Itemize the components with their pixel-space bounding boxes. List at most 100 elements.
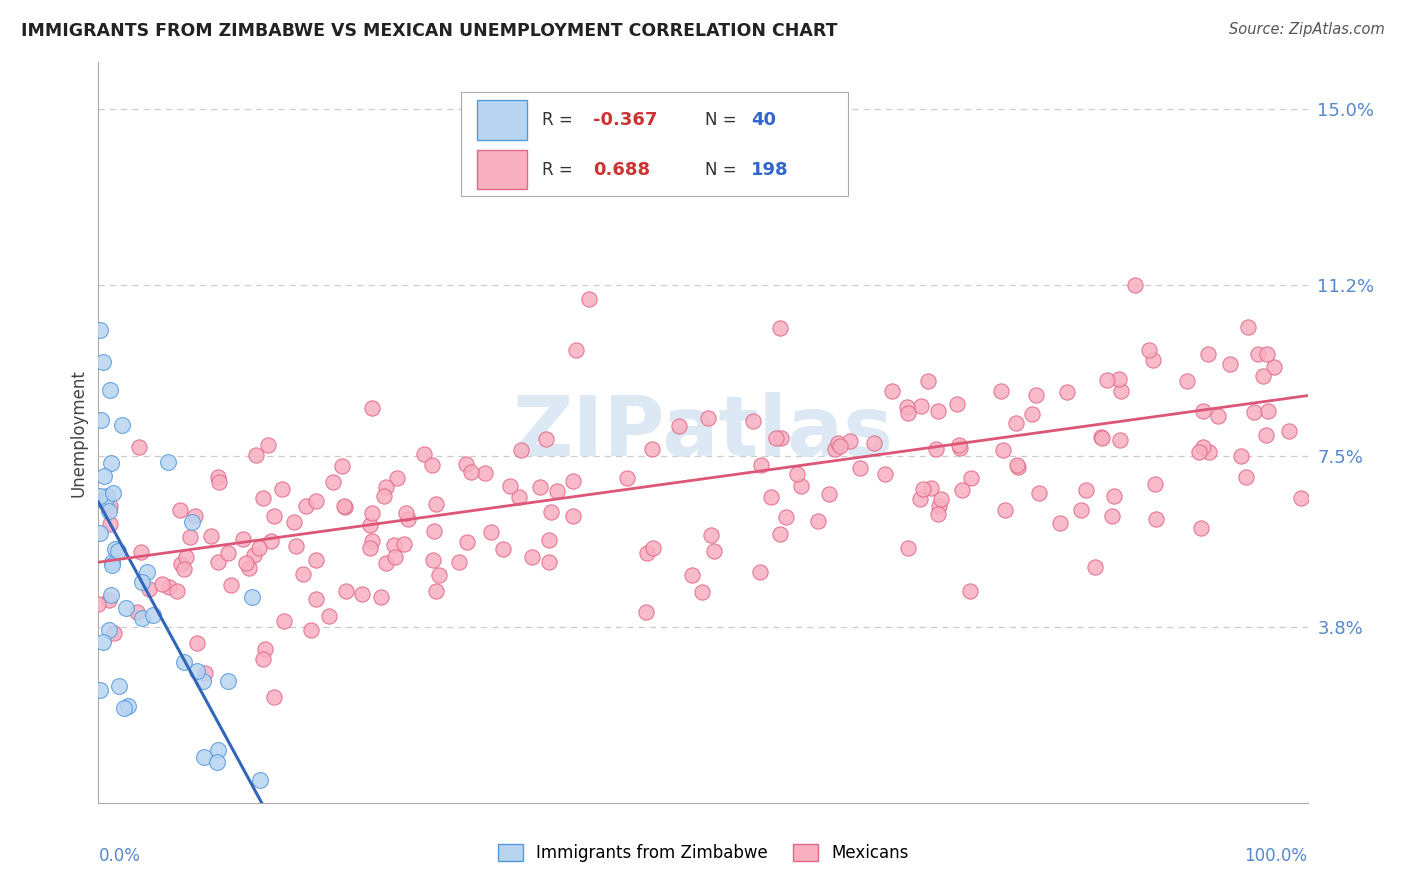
- Point: [394, 537, 416, 551]
- Point: [949, 442, 972, 456]
- Point: [91, 634, 114, 648]
- Point: [959, 584, 981, 599]
- Point: [538, 533, 561, 547]
- Point: [89, 323, 111, 337]
- Point: [508, 490, 530, 504]
- Point: [169, 502, 191, 516]
- Point: [117, 698, 139, 713]
- Point: [925, 442, 948, 456]
- Point: [249, 772, 271, 787]
- Point: [1109, 384, 1132, 398]
- Point: [991, 442, 1014, 457]
- Point: [578, 293, 600, 307]
- Point: [205, 755, 228, 769]
- Point: [882, 384, 904, 399]
- Point: [1263, 359, 1285, 374]
- Point: [243, 548, 266, 562]
- Point: [491, 542, 513, 557]
- Point: [927, 507, 949, 521]
- Point: [374, 480, 396, 494]
- Point: [1191, 440, 1213, 454]
- Point: [1090, 430, 1112, 444]
- Point: [420, 458, 443, 473]
- Point: [911, 482, 934, 496]
- Point: [1090, 430, 1112, 444]
- Point: [950, 483, 973, 497]
- Point: [173, 562, 195, 576]
- Point: [1108, 433, 1130, 447]
- Point: [1175, 374, 1198, 388]
- Point: [232, 533, 254, 547]
- Point: [668, 418, 690, 433]
- Point: [111, 418, 134, 433]
- Point: [769, 431, 792, 445]
- Point: [474, 467, 496, 481]
- Point: [830, 439, 852, 453]
- Point: [260, 534, 283, 549]
- Point: [703, 544, 725, 558]
- Point: [374, 556, 396, 570]
- Point: [271, 482, 294, 496]
- Point: [454, 457, 477, 471]
- Point: [207, 743, 229, 757]
- Point: [422, 553, 444, 567]
- Point: [370, 591, 392, 605]
- Point: [1084, 560, 1107, 574]
- Point: [917, 374, 939, 388]
- Point: [361, 506, 384, 520]
- Point: [97, 624, 120, 638]
- Point: [807, 514, 830, 528]
- Point: [98, 383, 121, 397]
- Point: [561, 475, 583, 489]
- Point: [263, 508, 285, 523]
- Text: 100.0%: 100.0%: [1244, 847, 1308, 865]
- Point: [305, 592, 328, 607]
- Point: [824, 442, 846, 456]
- Point: [697, 411, 720, 425]
- Point: [1289, 491, 1312, 505]
- Point: [333, 500, 356, 515]
- Point: [305, 494, 328, 508]
- Point: [93, 494, 115, 508]
- Point: [129, 545, 152, 559]
- Point: [1247, 347, 1270, 361]
- Point: [283, 515, 305, 529]
- Point: [1234, 470, 1257, 484]
- Point: [827, 436, 849, 450]
- Point: [138, 582, 160, 597]
- Point: [425, 497, 447, 511]
- Point: [157, 580, 180, 594]
- Point: [238, 561, 260, 575]
- Point: [247, 541, 270, 556]
- Point: [101, 555, 124, 569]
- Point: [125, 605, 148, 619]
- Point: [207, 555, 229, 569]
- Point: [176, 549, 198, 564]
- Text: 0.0%: 0.0%: [98, 847, 141, 865]
- Point: [330, 458, 353, 473]
- Point: [103, 626, 125, 640]
- Point: [479, 524, 502, 539]
- Point: [1219, 357, 1241, 371]
- Point: [285, 539, 308, 553]
- Point: [751, 458, 773, 472]
- Point: [98, 517, 121, 532]
- Point: [537, 555, 560, 569]
- Point: [93, 469, 115, 483]
- Point: [191, 674, 214, 689]
- Point: [263, 690, 285, 705]
- Point: [990, 384, 1012, 398]
- Point: [91, 355, 114, 369]
- Point: [449, 555, 471, 569]
- Point: [546, 483, 568, 498]
- Point: [373, 489, 395, 503]
- Legend: Immigrants from Zimbabwe, Mexicans: Immigrants from Zimbabwe, Mexicans: [491, 837, 915, 869]
- Text: IMMIGRANTS FROM ZIMBABWE VS MEXICAN UNEMPLOYMENT CORRELATION CHART: IMMIGRANTS FROM ZIMBABWE VS MEXICAN UNEM…: [21, 22, 838, 40]
- Point: [360, 401, 382, 415]
- Point: [136, 566, 159, 580]
- Point: [361, 533, 384, 548]
- Point: [929, 492, 952, 507]
- Point: [112, 701, 135, 715]
- Point: [335, 584, 357, 599]
- Point: [873, 467, 896, 481]
